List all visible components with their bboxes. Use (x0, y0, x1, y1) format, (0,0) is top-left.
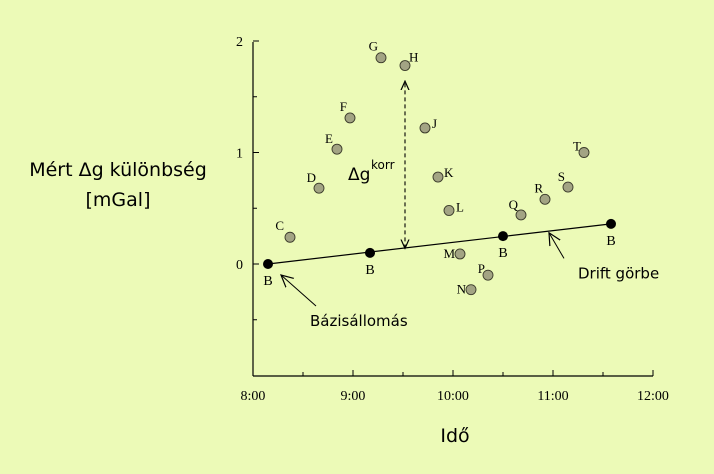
survey-point-marker (539, 193, 551, 205)
survey-point-marker (313, 182, 325, 194)
survey-point-label: K (444, 165, 454, 180)
survey-point-marker (344, 112, 356, 124)
x-tick-label: 11:00 (537, 389, 568, 404)
survey-point: T (573, 139, 590, 158)
survey-point-label: L (456, 199, 464, 214)
base-point-marker (498, 231, 508, 242)
base-station-pointer (281, 275, 317, 307)
survey-point-marker (284, 231, 296, 243)
correction-superscript: korr (371, 158, 395, 172)
survey-point: Q (509, 197, 527, 221)
annotations: Bázisállomás Drift görbe (281, 233, 659, 330)
x-tick-label: 8:00 (241, 389, 266, 404)
base-point: B (606, 218, 616, 249)
axes (252, 40, 654, 377)
y-axis-label: Mért Δg különbség [mGal] (0, 155, 236, 215)
survey-point-marker (399, 60, 411, 71)
base-point: B (365, 247, 375, 278)
y-axis-label-line2: [mGal] (85, 189, 151, 211)
survey-point-label: F (340, 99, 347, 114)
survey-point: C (275, 218, 296, 243)
x-tick-label: 10:00 (437, 389, 469, 404)
base-point-label: B (606, 234, 615, 249)
survey-point-label: M (443, 246, 455, 261)
survey-point-marker (419, 122, 431, 134)
survey-point-marker (443, 205, 455, 216)
x-axis-label: Idő (440, 425, 470, 447)
correction-arrow: Δg korr (348, 81, 405, 248)
survey-point-label: D (307, 170, 316, 185)
survey-point-label: E (325, 131, 333, 146)
survey-point-marker (578, 147, 590, 158)
survey-point: K (432, 165, 454, 183)
drift-curve (267, 223, 612, 265)
survey-point-marker (432, 171, 444, 183)
survey-point-label: T (573, 139, 581, 154)
drift-curve-label: Drift görbe (578, 264, 659, 282)
survey-point-label: G (369, 39, 378, 54)
survey-point: N (457, 282, 477, 297)
survey-point-label: R (534, 180, 543, 195)
survey-point-marker (331, 143, 343, 155)
survey-point: R (534, 180, 551, 205)
survey-point: H (399, 50, 418, 71)
survey-point: J (419, 116, 437, 134)
drift-curve-pointer (549, 233, 565, 259)
survey-point-label: S (558, 169, 565, 184)
survey-point-marker (515, 209, 527, 221)
survey-point-label: C (275, 218, 284, 233)
base-point-label: B (263, 274, 272, 289)
y-tick-label: 1 (236, 147, 243, 162)
base-point-marker (606, 218, 616, 229)
survey-point-marker (375, 52, 387, 64)
survey-point: M (443, 246, 466, 261)
survey-point-marker (465, 284, 477, 296)
y-tick-label: 0 (236, 258, 243, 273)
survey-point: G (369, 39, 387, 64)
survey-point: S (558, 169, 574, 193)
survey-point-marker (562, 181, 574, 193)
survey-point-marker (454, 248, 466, 260)
base-point: B (498, 231, 508, 261)
survey-point-label: J (432, 116, 437, 131)
base-point: B (263, 259, 273, 289)
x-tick-label: 12:00 (637, 389, 669, 404)
survey-point: E (325, 131, 343, 155)
survey-point: F (340, 99, 356, 124)
survey-point-label: P (478, 261, 485, 276)
survey-point-label: H (409, 50, 418, 65)
tick-labels: 0 1 2 8:00 9:00 10:00 11:00 12:00 (236, 35, 669, 404)
survey-point: L (443, 199, 464, 216)
survey-point-label: Q (509, 197, 519, 212)
survey-point: D (307, 170, 325, 194)
base-point-marker (365, 247, 375, 258)
y-tick-label: 2 (236, 35, 243, 50)
base-station-label: Bázisállomás (310, 312, 408, 330)
y-axis-label-line1: Mért Δg különbség (29, 159, 207, 181)
survey-point: P (478, 261, 494, 281)
x-tick-label: 9:00 (341, 389, 366, 404)
survey-point-label: N (457, 282, 467, 297)
correction-label: Δg (348, 165, 370, 185)
base-point-label: B (498, 246, 507, 261)
survey-point-marker (482, 269, 494, 281)
drift-line (267, 223, 612, 265)
base-point-marker (263, 259, 273, 269)
base-point-label: B (365, 263, 374, 278)
